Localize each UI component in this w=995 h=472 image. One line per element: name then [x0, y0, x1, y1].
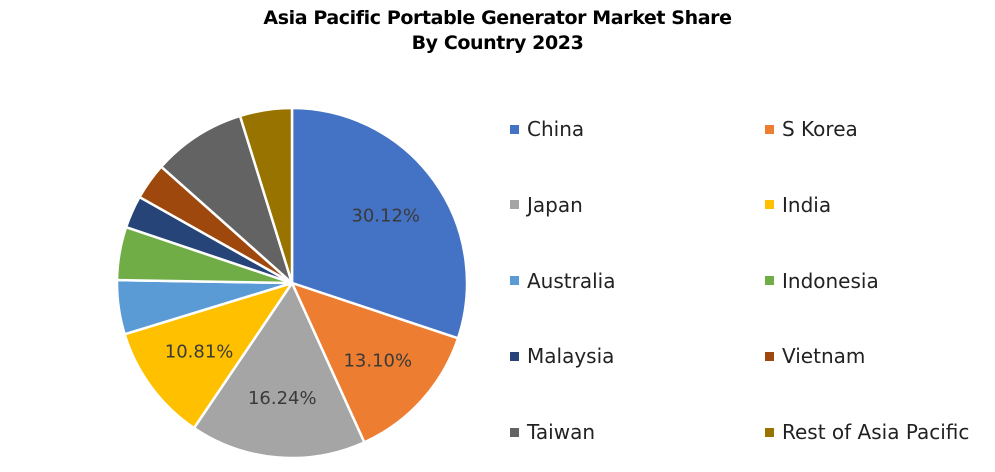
pie-slice-india — [123, 281, 294, 430]
pie-slice-s-korea — [290, 281, 460, 444]
chart-title-block: Asia Pacific Portable Generator Market S… — [0, 6, 995, 56]
pie-slice-japan — [192, 281, 366, 460]
data-label-japan: 16.24% — [248, 388, 317, 409]
data-label-china: 30.12% — [351, 206, 420, 227]
pie-slice-rest-of-asia-pacific — [238, 106, 294, 285]
chart-title: Asia Pacific Portable Generator Market S… — [263, 7, 732, 29]
pie-slice-taiwan — [159, 114, 294, 285]
pie-slice-china — [290, 106, 469, 340]
data-label-india: 10.81% — [165, 342, 234, 363]
data-label-s-korea: 13.10% — [343, 350, 412, 371]
chart-subtitle: By Country 2023 — [411, 32, 584, 54]
